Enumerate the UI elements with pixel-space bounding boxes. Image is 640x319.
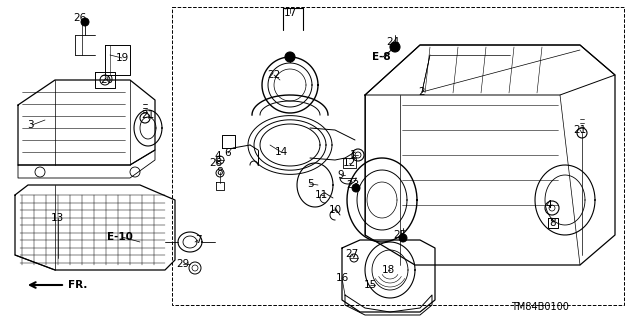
Text: 24: 24 (387, 37, 399, 47)
Text: 26: 26 (74, 13, 86, 23)
Circle shape (285, 52, 295, 62)
Text: 11: 11 (314, 190, 328, 200)
Text: 21: 21 (141, 110, 155, 120)
Bar (172, 7, 624, 305)
Text: 20: 20 (100, 75, 113, 85)
Circle shape (399, 234, 407, 242)
Text: 7: 7 (195, 235, 202, 245)
Text: 25: 25 (394, 230, 406, 240)
Text: 8: 8 (550, 218, 556, 228)
Text: 22: 22 (268, 70, 280, 80)
Text: 5: 5 (307, 179, 314, 189)
Circle shape (390, 42, 400, 52)
Text: 23: 23 (346, 180, 360, 190)
Text: 27: 27 (346, 249, 358, 259)
Text: E-8: E-8 (372, 52, 390, 62)
Circle shape (352, 184, 360, 192)
Text: TM84B0100: TM84B0100 (511, 302, 569, 312)
Text: 10: 10 (328, 205, 342, 215)
Text: 9: 9 (338, 170, 344, 180)
Text: E-10: E-10 (107, 232, 133, 242)
Text: 4: 4 (214, 151, 221, 161)
Text: 6: 6 (225, 148, 231, 158)
Text: 17: 17 (284, 8, 296, 18)
Text: 21: 21 (573, 125, 587, 135)
Text: 8: 8 (217, 167, 223, 177)
Text: 2: 2 (419, 87, 426, 97)
Text: 12: 12 (342, 158, 356, 168)
Text: 18: 18 (381, 265, 395, 275)
Text: 15: 15 (364, 280, 376, 290)
Text: 19: 19 (115, 53, 129, 63)
Text: 14: 14 (275, 147, 287, 157)
Text: 13: 13 (51, 213, 63, 223)
Text: 3: 3 (27, 120, 33, 130)
Text: 28: 28 (209, 158, 223, 168)
Text: 1: 1 (349, 150, 356, 160)
Text: FR.: FR. (68, 280, 88, 290)
Circle shape (81, 18, 89, 26)
Text: 29: 29 (177, 259, 189, 269)
Text: 4: 4 (546, 200, 552, 210)
Text: 16: 16 (335, 273, 349, 283)
